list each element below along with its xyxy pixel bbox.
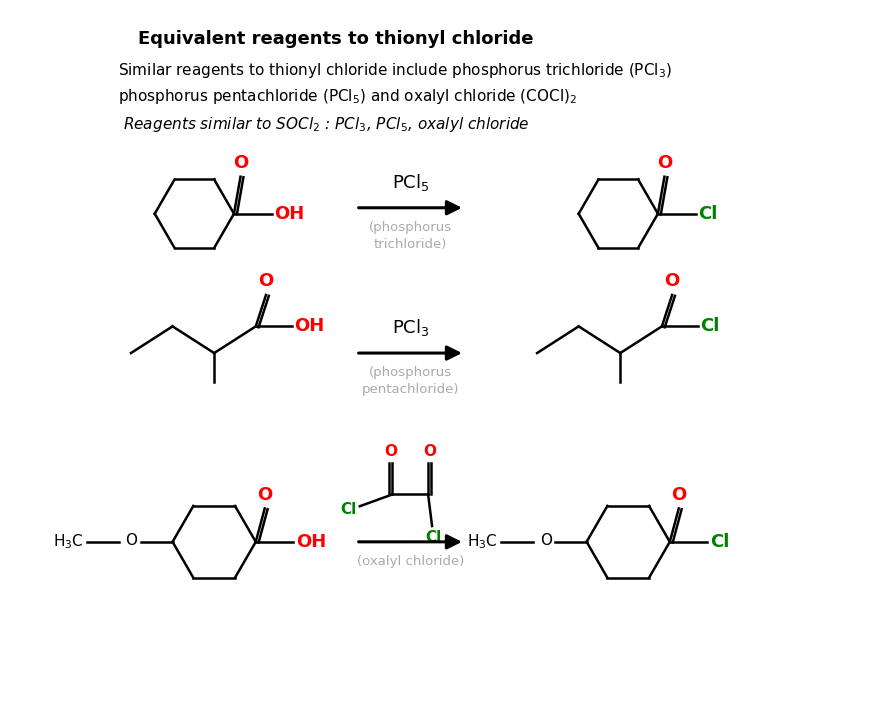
- Text: H$_3$C: H$_3$C: [467, 533, 498, 551]
- Text: O: O: [233, 154, 248, 172]
- Text: Cl: Cl: [699, 205, 718, 223]
- Text: Equivalent reagents to thionyl chloride: Equivalent reagents to thionyl chloride: [138, 30, 533, 48]
- Text: Cl: Cl: [425, 530, 441, 545]
- Text: Reagents similar to SOCl$_2$ : PCl$_3$, PCl$_5$, oxalyl chloride: Reagents similar to SOCl$_2$ : PCl$_3$, …: [123, 115, 530, 134]
- Text: H$_3$C: H$_3$C: [54, 533, 84, 551]
- Text: Cl: Cl: [700, 317, 720, 335]
- Text: O: O: [423, 444, 436, 459]
- Text: O: O: [385, 444, 398, 459]
- Text: Similar reagents to thionyl chloride include phosphorus trichloride (PCl$_3$): Similar reagents to thionyl chloride inc…: [118, 62, 672, 80]
- Text: PCl$_3$: PCl$_3$: [392, 317, 429, 338]
- Text: Cl: Cl: [710, 533, 730, 551]
- Text: (phosphorus
trichloride): (phosphorus trichloride): [369, 221, 451, 251]
- Text: O: O: [671, 485, 686, 503]
- Text: (phosphorus
pentachloride): (phosphorus pentachloride): [362, 366, 459, 396]
- Text: OH: OH: [275, 205, 304, 223]
- Text: O: O: [259, 272, 274, 290]
- Text: O: O: [539, 533, 552, 548]
- Text: O: O: [126, 533, 137, 548]
- Text: phosphorus pentachloride (PCl$_5$) and oxalyl chloride (COCl)$_2$: phosphorus pentachloride (PCl$_5$) and o…: [118, 87, 577, 106]
- Text: OH: OH: [295, 317, 325, 335]
- Text: Cl: Cl: [341, 502, 356, 517]
- Text: (oxalyl chloride): (oxalyl chloride): [356, 555, 464, 568]
- Text: OH: OH: [297, 533, 326, 551]
- Text: O: O: [664, 272, 679, 290]
- Text: O: O: [656, 154, 672, 172]
- Text: O: O: [257, 485, 272, 503]
- Text: PCl$_5$: PCl$_5$: [392, 172, 429, 193]
